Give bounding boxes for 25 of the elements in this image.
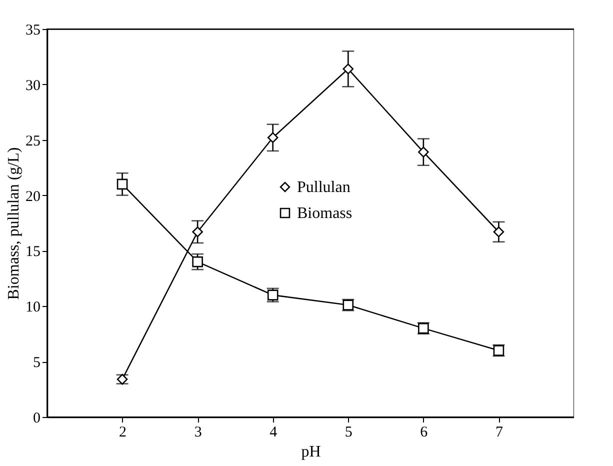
y-tick-label: 15 (26, 244, 40, 260)
x-tick-label: 3 (194, 424, 202, 440)
point (418, 146, 429, 158)
y-tick-label: 35 (26, 22, 40, 38)
y-tick-label: 10 (26, 300, 40, 316)
y-tick-label: 20 (26, 188, 40, 205)
x-tick-label: 6 (420, 424, 428, 440)
legend-label: Biomass (297, 205, 352, 222)
y-tick-label: 0 (33, 410, 40, 426)
legend-label: Pullulan (297, 179, 350, 196)
y-axis-title: Biomass, pullulan (g/L) (6, 147, 22, 300)
x-tick-label: 7 (495, 424, 504, 440)
point (493, 226, 504, 238)
point (116, 178, 128, 190)
point (192, 226, 203, 238)
y-tick-label: 30 (26, 78, 40, 94)
x-tick-label: 5 (344, 424, 352, 440)
y-tick-label: 5 (33, 355, 40, 372)
point (192, 256, 203, 268)
x-axis-title: pH (301, 444, 322, 460)
point (342, 64, 354, 74)
point (267, 132, 278, 144)
x-tick-label: 2 (119, 424, 127, 440)
y-tick-label: 25 (26, 133, 40, 150)
x-tick-label: 4 (270, 424, 278, 440)
